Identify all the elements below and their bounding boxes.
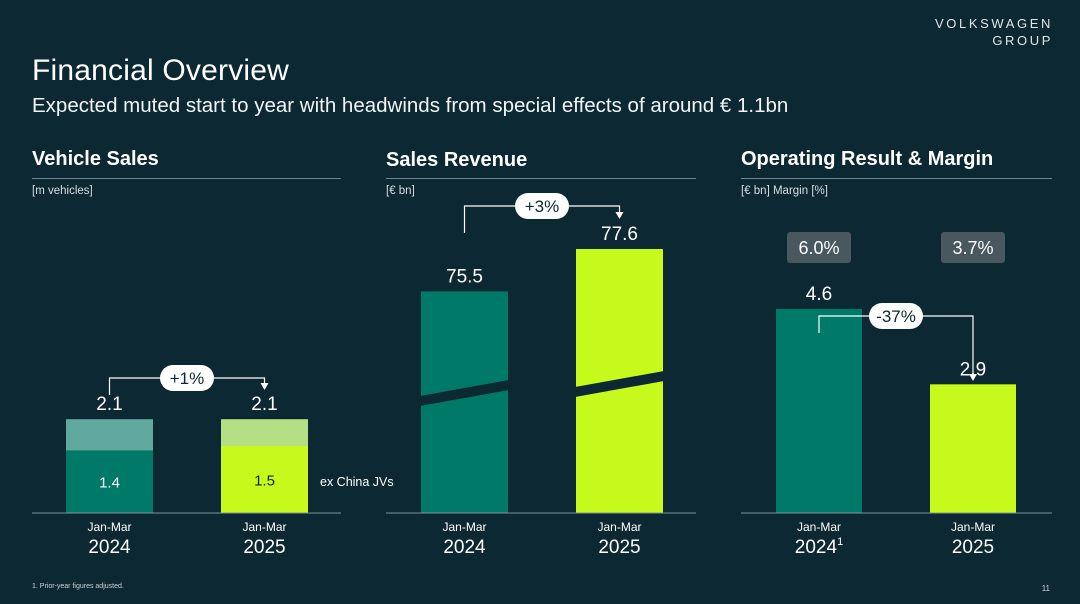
sales-revenue-rule bbox=[386, 178, 696, 179]
vehicle-sales-change-label: +1% bbox=[170, 369, 205, 388]
vehicle-sales-bar-china-jv bbox=[221, 419, 308, 446]
vehicle-sales-category-year: 2025 bbox=[243, 537, 285, 558]
operating-margin-label: 6.0% bbox=[798, 238, 839, 258]
vehicle-sales-bar-ex-china bbox=[66, 450, 153, 513]
vehicle-sales-total-label: 2.1 bbox=[251, 394, 277, 415]
vehicle-sales-bar-china-jv bbox=[66, 419, 153, 451]
vehicle-sales-change-pill bbox=[160, 365, 214, 391]
vehicle-sales-category-period: Jan-Mar bbox=[242, 520, 286, 534]
page-number: 11 bbox=[1041, 584, 1050, 593]
operating-result-title: Operating Result & Margin bbox=[741, 148, 994, 170]
vehicle-sales-total-label: 2.1 bbox=[96, 394, 122, 415]
sales-revenue-unit: [€ bn] bbox=[386, 185, 415, 197]
page-subtitle: Expected muted start to year with headwi… bbox=[32, 94, 789, 117]
sales-revenue-change-label: +3% bbox=[525, 197, 560, 216]
operating-result-change-label: -37% bbox=[876, 307, 916, 326]
sales-revenue-change-arrowhead bbox=[615, 212, 624, 219]
operating-margin-badge bbox=[941, 232, 1005, 263]
vehicle-sales-series-label: ex China JVs bbox=[320, 475, 394, 489]
logo-line-1: VOLKSWAGEN bbox=[935, 16, 1053, 31]
vehicle-sales-rule bbox=[32, 178, 341, 179]
operating-result-change-arrowhead bbox=[969, 374, 977, 381]
operating-result-category-period: Jan-Mar bbox=[951, 520, 995, 534]
sales-revenue-category-period: Jan-Mar bbox=[597, 520, 641, 534]
operating-result-bar bbox=[930, 384, 1016, 513]
vehicle-sales-change-arrowhead bbox=[260, 383, 269, 390]
operating-margin-label: 3.7% bbox=[952, 238, 993, 258]
vehicle-sales-category-period: Jan-Mar bbox=[87, 520, 131, 534]
sales-revenue-title: Sales Revenue bbox=[386, 149, 528, 171]
operating-margin-badge bbox=[787, 232, 851, 263]
operating-result-category-year: 2025 bbox=[952, 537, 994, 558]
operating-result-unit: [€ bn] Margin [%] bbox=[741, 185, 828, 197]
sales-revenue-category-year: 2025 bbox=[598, 537, 640, 558]
operating-result-bar bbox=[776, 308, 862, 513]
operating-result-rule bbox=[741, 178, 1052, 179]
vehicle-sales-title: Vehicle Sales bbox=[32, 148, 159, 170]
sales-revenue-category-year: 2024 bbox=[443, 537, 486, 558]
operating-result-value-label: 4.6 bbox=[806, 284, 832, 305]
sales-revenue-category-period: Jan-Mar bbox=[442, 520, 486, 534]
vehicle-sales-bar-ex-china bbox=[221, 446, 308, 513]
logo-line-2: GROUP bbox=[992, 33, 1053, 48]
sales-revenue-value-label: 75.5 bbox=[446, 266, 483, 287]
operating-result-footnote-mark: 1 bbox=[837, 536, 843, 548]
vehicle-sales-category-year: 2024 bbox=[88, 537, 131, 558]
vehicle-sales-ex-china-label: 1.5 bbox=[254, 473, 275, 490]
vehicle-sales-unit: [m vehicles] bbox=[32, 185, 93, 197]
footnote: 1. Prior-year figures adjusted. bbox=[32, 583, 124, 590]
page-title: Financial Overview bbox=[32, 54, 290, 87]
sales-revenue-change-pill bbox=[515, 193, 569, 219]
operating-result-category-period: Jan-Mar bbox=[797, 520, 841, 534]
operating-result-change-pill bbox=[869, 303, 923, 329]
sales-revenue-axis-break bbox=[420, 380, 509, 406]
volkswagen-group-logo: VOLKSWAGEN GROUP bbox=[935, 15, 1053, 49]
operating-result-category-year: 20241 bbox=[795, 536, 843, 558]
vehicle-sales-ex-china-label: 1.4 bbox=[99, 475, 120, 492]
sales-revenue-axis-break bbox=[575, 371, 664, 397]
sales-revenue-value-label: 77.6 bbox=[601, 224, 638, 245]
